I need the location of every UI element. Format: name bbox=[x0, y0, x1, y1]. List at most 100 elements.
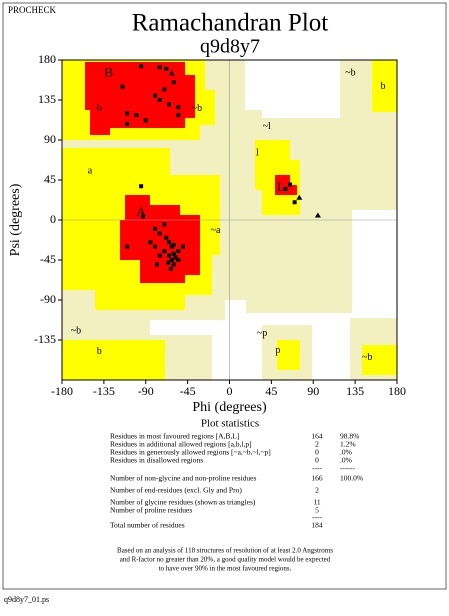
region-label: B bbox=[104, 64, 113, 79]
region-label: ~p bbox=[257, 328, 267, 339]
residue-point bbox=[176, 113, 181, 118]
residue-point bbox=[162, 222, 167, 227]
region-label: ~b bbox=[345, 68, 355, 79]
residue-point bbox=[292, 200, 297, 205]
residue-point bbox=[283, 186, 288, 191]
residue-point bbox=[125, 244, 130, 249]
stat-count: 184 bbox=[311, 521, 323, 530]
y-tick-label: 180 bbox=[38, 52, 56, 66]
residue-point bbox=[134, 113, 139, 118]
y-axis-label: Psi (degrees) bbox=[8, 183, 23, 256]
x-tick-label: 180 bbox=[388, 384, 406, 398]
residue-point bbox=[154, 262, 159, 267]
stat-percent: 98.8% bbox=[340, 432, 359, 441]
glycine-point bbox=[314, 212, 321, 218]
residue-point bbox=[173, 255, 178, 260]
residue-point bbox=[166, 260, 171, 265]
residue-point bbox=[153, 93, 158, 98]
stat-count: 11 bbox=[313, 498, 320, 507]
region-label: A bbox=[136, 204, 146, 219]
y-tick-label: -135 bbox=[34, 332, 56, 346]
residue-point bbox=[157, 98, 162, 102]
residue-point bbox=[167, 253, 172, 258]
region-label: ~b bbox=[71, 325, 81, 336]
stat-count: 164 bbox=[311, 432, 323, 441]
y-tick-label: -90 bbox=[40, 292, 56, 306]
stat-count: 2 bbox=[315, 440, 319, 449]
stat-label: Number of proline residues bbox=[110, 506, 192, 515]
region-label: L bbox=[277, 179, 285, 194]
stat-count: 0 bbox=[315, 448, 319, 457]
residue-point bbox=[164, 235, 169, 240]
y-tick-label: 45 bbox=[44, 172, 56, 186]
stat-label: Residues in disallowed regions bbox=[110, 456, 203, 465]
stat-percent: ------ bbox=[340, 464, 355, 473]
residue-point bbox=[287, 182, 292, 187]
residue-point bbox=[171, 80, 176, 85]
residue-point bbox=[169, 258, 174, 262]
residue-point bbox=[157, 65, 162, 70]
statistics: Plot statistics Residues in most favoured… bbox=[4, 418, 363, 604]
residue-point bbox=[153, 226, 158, 231]
note-line: and R-factor no greater than 20%, a good… bbox=[120, 556, 331, 564]
note-line: Based on an analysis of 118 structures o… bbox=[117, 547, 333, 555]
residue-point bbox=[139, 184, 144, 189]
residue-point bbox=[143, 118, 148, 123]
region-label: b bbox=[97, 346, 102, 357]
stat-count: 0 bbox=[315, 456, 319, 465]
chart-subtitle: q9d8y7 bbox=[200, 36, 260, 58]
residue-point bbox=[176, 105, 181, 110]
residue-point bbox=[148, 240, 153, 245]
stat-label: Total number of residues bbox=[110, 521, 185, 530]
region-label: b bbox=[97, 103, 102, 114]
residue-point bbox=[162, 87, 167, 92]
region-label: b bbox=[381, 81, 386, 92]
y-tick-label: 90 bbox=[44, 132, 56, 146]
residue-point bbox=[171, 262, 176, 267]
x-tick-label: 135 bbox=[346, 384, 364, 398]
stat-label: Residues in additional allowed regions [… bbox=[110, 440, 252, 449]
stat-label: Residues in most favoured regions [A,B,L… bbox=[110, 432, 239, 441]
region-label: ~b bbox=[362, 352, 372, 363]
residue-point bbox=[176, 258, 181, 262]
stat-percent: 1.2% bbox=[340, 440, 356, 449]
residue-point bbox=[125, 122, 130, 126]
y-tick-label: 135 bbox=[38, 92, 56, 106]
x-tick-label: -135 bbox=[93, 384, 115, 398]
y-tick-label: 0 bbox=[50, 212, 56, 226]
stat-percent: .0% bbox=[340, 456, 352, 465]
region-label: l bbox=[256, 148, 259, 159]
footer: q9d8y7_01.ps bbox=[4, 595, 49, 604]
residue-point bbox=[164, 66, 169, 71]
chart-title: Ramachandran Plot bbox=[132, 10, 329, 37]
stat-label: Number of non-glycine and non-proline re… bbox=[110, 474, 256, 483]
region-label: a bbox=[88, 165, 93, 176]
x-tick-label: -90 bbox=[138, 384, 154, 398]
x-tick-label: 0 bbox=[227, 384, 233, 398]
x-tick-label: -180 bbox=[51, 384, 73, 398]
stat-percent: 100.0% bbox=[340, 474, 363, 483]
x-tick-label: -45 bbox=[180, 384, 196, 398]
header: PROCHECK bbox=[8, 5, 57, 15]
page-frame bbox=[2, 2, 447, 590]
residue-point bbox=[162, 249, 167, 254]
residue-point bbox=[180, 244, 185, 249]
stat-label: Residues in generously allowed regions [… bbox=[110, 448, 271, 457]
residue-point bbox=[171, 251, 176, 256]
region-label: p bbox=[275, 345, 280, 356]
residue-point bbox=[157, 253, 162, 258]
region-label: ~b bbox=[192, 103, 202, 114]
statistics-title: Plot statistics bbox=[201, 418, 259, 430]
residue-point bbox=[171, 242, 176, 247]
x-tick-label: 45 bbox=[265, 384, 277, 398]
residue-point bbox=[125, 111, 130, 116]
regions bbox=[62, 60, 397, 380]
residue-point bbox=[167, 240, 172, 245]
residue-point bbox=[120, 84, 125, 89]
stat-count: 2 bbox=[315, 486, 319, 495]
residue-point bbox=[168, 266, 173, 271]
stat-label: Number of end-residues (excl. Gly and Pr… bbox=[110, 486, 242, 495]
residue-point bbox=[157, 231, 162, 236]
stat-count: ---- bbox=[312, 513, 322, 522]
